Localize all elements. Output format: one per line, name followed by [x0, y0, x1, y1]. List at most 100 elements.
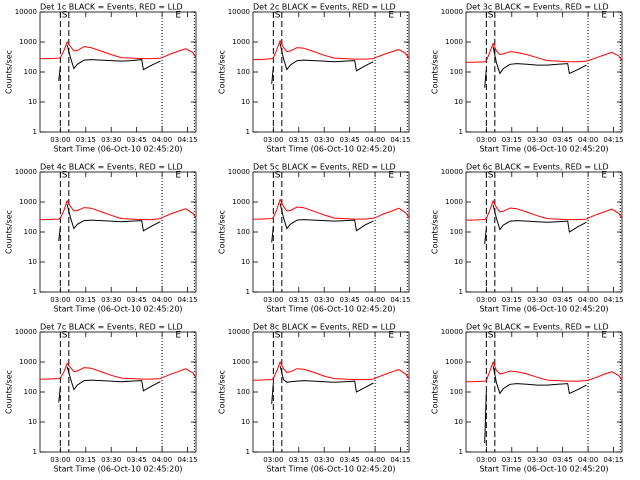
x-tick-label: 03:15 [289, 456, 309, 464]
x-tick-label: 03:00 [476, 456, 496, 464]
x-tick-label: 03:00 [476, 296, 496, 304]
event-label: S [488, 171, 494, 181]
x-tick-label: 04:15 [177, 296, 197, 304]
event-label: E [175, 171, 181, 181]
x-tick-label: 04:15 [603, 296, 623, 304]
plot-frame [465, 331, 623, 453]
x-tick-label: 03:30 [101, 296, 121, 304]
x-tick-label: 03:00 [263, 136, 283, 144]
x-axis-label: Start Time (06-Oct-10 02:45:20) [53, 465, 182, 474]
y-axis-label: Counts/sec [218, 50, 227, 94]
plot-frame [252, 11, 410, 133]
event-label: S [275, 171, 281, 181]
x-tick-label: 03:15 [76, 456, 96, 464]
plot-frame [252, 331, 410, 453]
y-tick-label: 1000 [232, 38, 250, 46]
x-tick-label: 03:30 [527, 296, 547, 304]
x-tick-label: 03:30 [314, 456, 334, 464]
event-label: E [601, 11, 607, 21]
y-tick-label: 10 [28, 98, 37, 106]
y-tick-label: 100 [24, 68, 37, 76]
x-tick-label: 04:15 [177, 136, 197, 144]
y-tick-label: 10000 [441, 168, 463, 176]
x-tick-label: 04:00 [152, 296, 172, 304]
x-tick-label: 03:15 [502, 456, 522, 464]
plot-frame [465, 11, 623, 133]
x-tick-label: 03:45 [340, 136, 360, 144]
x-axis-label: Start Time (06-Oct-10 02:45:20) [53, 305, 182, 314]
x-tick-label: 03:00 [263, 296, 283, 304]
x-tick-label: 03:00 [50, 456, 70, 464]
y-tick-label: 1000 [19, 198, 37, 206]
x-tick-label: 04:00 [578, 296, 598, 304]
x-tick-label: 03:45 [553, 456, 573, 464]
x-tick-label: 04:15 [603, 136, 623, 144]
y-tick-label: 10 [241, 98, 250, 106]
y-axis-label: Counts/sec [5, 210, 14, 254]
event-label: S [62, 171, 68, 181]
y-tick-label: 10000 [441, 8, 463, 16]
series-line [466, 42, 623, 63]
plot-frame [39, 331, 197, 453]
chart-title: Det 4c BLACK = Events, RED = LLD [40, 163, 183, 172]
event-label: S [62, 11, 68, 21]
y-axis-label: Counts/sec [431, 370, 440, 414]
series-line [271, 43, 374, 84]
series-line [271, 203, 374, 243]
y-axis-label: Counts/sec [431, 210, 440, 254]
x-axis-label: Start Time (06-Oct-10 02:45:20) [266, 305, 395, 314]
event-label: E [388, 331, 394, 341]
x-axis-label: Start Time (06-Oct-10 02:45:20) [53, 145, 182, 154]
x-tick-label: 03:15 [76, 296, 96, 304]
x-axis-label: Start Time (06-Oct-10 02:45:20) [479, 145, 608, 154]
series-line [484, 365, 587, 444]
chart-title: Det 3c BLACK = Events, RED = LLD [466, 3, 609, 12]
y-tick-label: 10 [454, 258, 463, 266]
y-tick-label: 100 [24, 228, 37, 236]
y-tick-label: 10000 [15, 168, 37, 176]
x-axis-label: Start Time (06-Oct-10 02:45:20) [479, 305, 608, 314]
series-line [253, 360, 410, 381]
chart-title: Det 9c BLACK = Events, RED = LLD [466, 323, 609, 332]
chart-title: Det 8c BLACK = Events, RED = LLD [253, 323, 396, 332]
x-tick-label: 03:30 [101, 136, 121, 144]
y-tick-label: 10 [454, 98, 463, 106]
series-line [466, 360, 623, 383]
x-tick-label: 03:45 [127, 456, 147, 464]
x-axis-label: Start Time (06-Oct-10 02:45:20) [266, 465, 395, 474]
x-tick-label: 04:15 [390, 456, 410, 464]
y-tick-label: 1000 [19, 358, 37, 366]
y-tick-label: 10000 [15, 8, 37, 16]
event-label: E [601, 331, 607, 341]
x-tick-label: 03:00 [50, 296, 70, 304]
x-tick-label: 03:45 [553, 296, 573, 304]
x-tick-label: 04:15 [390, 296, 410, 304]
y-tick-label: 1000 [232, 358, 250, 366]
x-tick-label: 04:00 [365, 136, 385, 144]
x-tick-label: 03:15 [289, 136, 309, 144]
y-tick-label: 1000 [445, 38, 463, 46]
x-tick-label: 04:00 [152, 136, 172, 144]
x-tick-label: 04:15 [603, 456, 623, 464]
event-label: S [275, 11, 281, 21]
y-axis-label: Counts/sec [5, 370, 14, 414]
x-axis-label: Start Time (06-Oct-10 02:45:20) [266, 145, 395, 154]
series-line [58, 203, 161, 242]
x-tick-label: 03:30 [101, 456, 121, 464]
chart-title: Det 1c BLACK = Events, RED = LLD [40, 3, 183, 12]
y-tick-label: 1 [33, 128, 37, 136]
x-tick-label: 03:15 [502, 136, 522, 144]
x-tick-label: 04:00 [152, 456, 172, 464]
event-label: S [62, 331, 68, 341]
chart-title: Det 6c BLACK = Events, RED = LLD [466, 163, 609, 172]
x-tick-label: 03:15 [502, 296, 522, 304]
event-label: S [488, 331, 494, 341]
x-tick-label: 03:00 [263, 456, 283, 464]
y-tick-label: 1000 [232, 198, 250, 206]
y-tick-label: 100 [237, 228, 250, 236]
x-tick-label: 04:15 [390, 136, 410, 144]
x-tick-label: 03:45 [340, 296, 360, 304]
plot-frame [252, 171, 410, 293]
